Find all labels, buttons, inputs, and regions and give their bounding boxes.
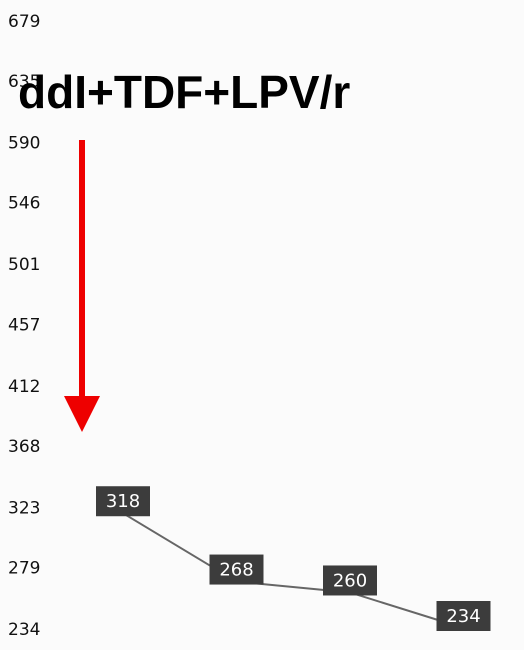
value-label-box — [209, 554, 264, 585]
y-tick-label: 234 — [8, 620, 40, 640]
line — [122, 512, 464, 629]
value-label-box — [436, 601, 491, 631]
value-label: 268 — [219, 560, 253, 581]
y-tick-label: 679 — [8, 12, 40, 32]
y-tick-label: 590 — [8, 134, 40, 154]
value-label: 260 — [333, 570, 367, 591]
value-label: 234 — [446, 606, 480, 627]
y-tick-label: 279 — [8, 559, 40, 579]
value-label-box — [96, 486, 150, 517]
y-tick-label: 635 — [8, 72, 40, 92]
value-label: 318 — [106, 491, 140, 512]
arrow-head — [64, 396, 100, 432]
plot-area: 234 279 323 368 412 457 501 546 590 635 679 318 268 2… — [8, 12, 491, 640]
y-tick-label: 546 — [8, 194, 40, 214]
y-tick-label: 457 — [8, 315, 40, 335]
y-tick-label: 323 — [8, 498, 40, 518]
y-tick-label: 368 — [8, 437, 40, 457]
y-tick-label: 412 — [8, 377, 40, 397]
y-tick-label: 501 — [8, 255, 40, 275]
annotation: ddI+TDF+LPV/r — [18, 66, 350, 118]
value-label-box — [323, 565, 377, 596]
